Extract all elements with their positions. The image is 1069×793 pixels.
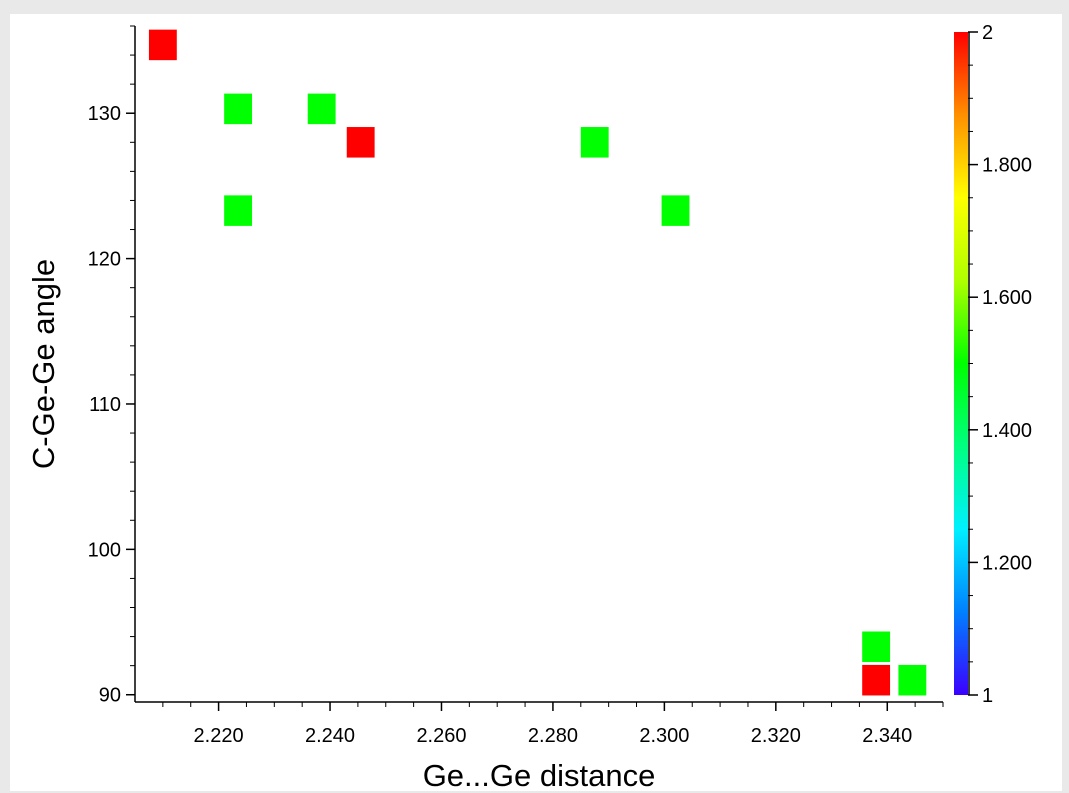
- heatmap-cell: [862, 664, 891, 696]
- heatmap-cell: [307, 93, 336, 125]
- x-tick-label: 2.320: [751, 725, 801, 747]
- y-tick-label: 130: [88, 103, 121, 125]
- heatmap-cell: [224, 93, 253, 125]
- heatmap-cell: [580, 127, 609, 158]
- heatmap-cell: [898, 664, 927, 696]
- heatmap-cell: [346, 127, 375, 158]
- x-tick-label: 2.240: [305, 725, 355, 747]
- x-tick-label: 2.260: [416, 725, 466, 747]
- colorbar: [954, 32, 968, 695]
- heatmap-cell: [224, 195, 253, 226]
- y-tick-label: 100: [88, 539, 121, 561]
- colorbar-tick-label: 1.800: [982, 155, 1032, 177]
- heatmap-chart: 90 100 110 120 130 2.220 2.240 2.260 2.280 2.300 2…: [26, 22, 1032, 791]
- heatmap-cell: [661, 195, 690, 226]
- x-tick-label: 2.280: [528, 725, 578, 747]
- x-tick-label: 2.340: [862, 725, 912, 747]
- x-axis-title: Ge...Ge distance: [423, 758, 656, 791]
- colorbar-tick-label: 1.400: [982, 420, 1032, 442]
- colorbar-tick-label: 1: [982, 685, 993, 707]
- y-tick-label: 120: [88, 249, 121, 271]
- cells-layer: [148, 29, 927, 696]
- colorbar-tick-label: 2: [982, 22, 993, 44]
- y-tick-label: 90: [99, 685, 121, 707]
- axes-layer: [134, 26, 943, 703]
- x-tick-label: 2.220: [194, 725, 244, 747]
- plot-frame: 90 100 110 120 130 2.220 2.240 2.260 2.280 2.300 2…: [10, 14, 1062, 791]
- heatmap-cell: [148, 29, 177, 61]
- heatmap-cell: [862, 631, 891, 663]
- y-axis-title: C-Ge-Ge angle: [26, 259, 61, 469]
- x-tick-label: 2.300: [639, 725, 689, 747]
- colorbar-tick-label: 1.200: [982, 552, 1032, 574]
- y-tick-label: 110: [89, 394, 121, 416]
- colorbar-tick-label: 1.600: [982, 287, 1032, 309]
- ticks-layer: 90 100 110 120 130 2.220 2.240 2.260 2.280 2.300 2…: [88, 25, 944, 747]
- colorbar-ticks: 1 1.200 1.400 1.600 1.800 2: [968, 22, 1032, 707]
